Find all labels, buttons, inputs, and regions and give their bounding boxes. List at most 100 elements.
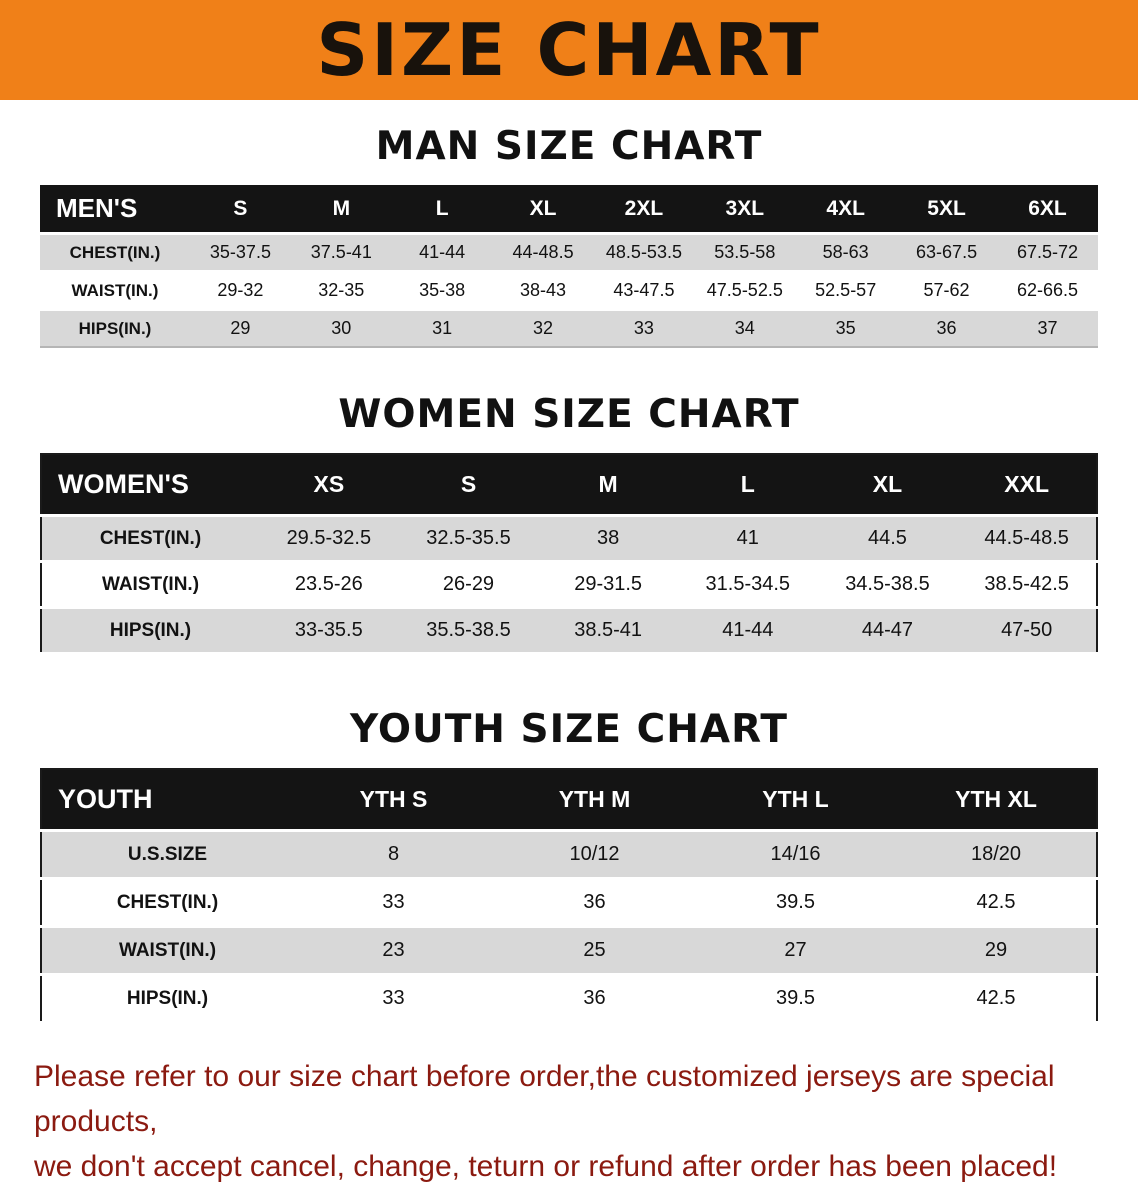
measurement-label: U.S.SIZE — [127, 843, 208, 865]
measurement-row: WAIST(IN.) 23.5-26 26-29 29-31.5 31.5-34.5 34… — [41, 562, 1097, 608]
measurement-value: 35.5-38.5 — [426, 619, 511, 641]
measurement-value: 10/12 — [569, 843, 620, 865]
size-column-header: M — [538, 454, 678, 516]
measurement-row: HIPS(IN.) 33-35.5 35.5-38.5 38.5-41 41-44 44-… — [41, 607, 1097, 654]
measurement-value: 35-38 — [419, 280, 466, 300]
measurement-value: 62-66.5 — [1016, 280, 1079, 300]
measurement-value: 35-37.5 — [209, 242, 271, 262]
size-column-header: YTH XL — [896, 769, 1097, 831]
size-column-header: S — [398, 454, 539, 516]
measurement-value: 23.5-26 — [294, 573, 363, 595]
measurement-value: 33 — [382, 891, 405, 913]
measurement-value: 26-29 — [442, 573, 495, 595]
measurement-value: 31.5-34.5 — [705, 573, 791, 595]
measurement-value: 25 — [583, 939, 606, 961]
size-column-header: YTH S — [293, 769, 494, 831]
measurement-value: 41 — [736, 527, 759, 549]
measurement-label: CHEST(IN.) — [99, 527, 202, 549]
measurement-value: 34.5-38.5 — [845, 573, 930, 595]
measurement-value: 14/16 — [770, 843, 821, 865]
measurement-value: 8 — [387, 843, 400, 865]
measurement-value: 43-47.5 — [613, 280, 675, 300]
measurement-value: 33 — [382, 987, 405, 1009]
measurement-value: 34 — [734, 318, 755, 338]
measurement-value: 44-48.5 — [512, 242, 574, 262]
measurement-label: HIPS(IN.) — [109, 619, 192, 641]
measurement-row: HIPS(IN.) 29 30 31 32 33 34 35 36 37 — [40, 309, 1098, 347]
measurement-value: 48.5-53.5 — [605, 242, 682, 262]
women-size-chart-section: WOMEN SIZE CHART WOMEN'S XS S M L XL XXL CHEST(… — [0, 392, 1138, 655]
measurement-value: 42.5 — [976, 891, 1016, 913]
measurement-value: 32-35 — [318, 280, 365, 300]
measurement-row: WAIST(IN.) 23 25 27 29 — [41, 926, 1097, 975]
table-header-row: MEN'S S M L XL 2XL 3XL 4XL 5XL 6XL — [40, 185, 1098, 234]
measurement-value: 47.5-52.5 — [706, 280, 783, 300]
men-size-table: MEN'S S M L XL 2XL 3XL 4XL 5XL 6XL CHEST(IN.) 35-37… — [40, 185, 1098, 348]
size-column-header: XXL — [957, 454, 1097, 516]
measurement-value: 37.5-41 — [310, 242, 372, 262]
measurement-value: 36 — [936, 318, 957, 338]
footer-notice: Please refer to our size chart before or… — [34, 1054, 1108, 1189]
measurement-value: 18/20 — [970, 843, 1022, 865]
youth-size-table: YOUTH YTH S YTH M YTH L YTH XL U.S.SIZE 8 10/12… — [40, 768, 1098, 1024]
men-section-title: MAN SIZE CHART — [375, 124, 763, 169]
measurement-value: 39.5 — [776, 987, 815, 1009]
measurement-row: WAIST(IN.) 29-32 32-35 35-38 38-43 43-47.5 47.… — [40, 272, 1098, 310]
size-column-header: S — [190, 185, 291, 234]
measurement-value: 32.5-35.5 — [426, 527, 511, 549]
measurement-value: 33-35.5 — [294, 619, 363, 641]
women-section-title: WOMEN SIZE CHART — [338, 392, 800, 437]
size-column-header: XS — [259, 454, 399, 516]
measurement-value: 63-67.5 — [916, 242, 978, 262]
measurement-value: 33 — [633, 318, 654, 338]
youth-section-title: YOUTH SIZE CHART — [350, 707, 788, 752]
size-column-header: 5XL — [896, 185, 997, 234]
women-size-table: WOMEN'S XS S M L XL XXL CHEST(IN.) 29.5-32.5 32.5… — [40, 453, 1098, 655]
measurement-value: 38.5-42.5 — [984, 573, 1069, 595]
men-size-chart-section: MAN SIZE CHART MEN'S S M L XL 2XL 3XL 4XL 5XL 6XL… — [0, 124, 1138, 348]
notice-line-2: we don't accept cancel, change, teturn o… — [34, 1150, 1058, 1183]
measurement-value: 52.5-57 — [815, 280, 877, 300]
measurement-value: 44.5-48.5 — [984, 527, 1069, 549]
measurement-value: 37 — [1037, 318, 1058, 338]
measurement-value: 30 — [331, 318, 352, 338]
measurement-row: CHEST(IN.) 29.5-32.5 32.5-35.5 38 41 44.5 44.5… — [41, 515, 1097, 562]
measurement-value: 41-44 — [419, 242, 466, 262]
table-title-cell: WOMEN'S — [41, 454, 259, 516]
notice-line-1: Please refer to our size chart before or… — [34, 1060, 1055, 1138]
measurement-value: 36 — [583, 987, 606, 1009]
measurement-value: 53.5-58 — [714, 242, 776, 262]
measurement-label: CHEST(IN.) — [69, 242, 161, 262]
size-column-header: L — [677, 454, 818, 516]
measurement-value: 32 — [533, 318, 554, 338]
size-column-header: 2XL — [593, 185, 695, 234]
table-header-row: YOUTH YTH S YTH M YTH L YTH XL — [41, 769, 1097, 831]
table-header-row: WOMEN'S XS S M L XL XXL — [41, 454, 1097, 516]
measurement-value: 29 — [230, 318, 251, 338]
measurement-label: HIPS(IN.) — [78, 318, 152, 338]
measurement-value: 67.5-72 — [1016, 242, 1079, 262]
banner: SIZE CHART — [0, 0, 1138, 100]
measurement-label: WAIST(IN.) — [118, 939, 217, 961]
measurement-value: 29.5-32.5 — [286, 527, 372, 549]
table-title-cell: MEN'S — [40, 185, 190, 234]
measurement-label: HIPS(IN.) — [126, 987, 209, 1009]
size-column-header: 4XL — [795, 185, 897, 234]
size-column-header: YTH L — [695, 769, 896, 831]
measurement-value: 41-44 — [722, 619, 774, 641]
measurement-value: 39.5 — [776, 891, 815, 913]
measurement-value: 57-62 — [923, 280, 970, 300]
size-column-header: YTH M — [494, 769, 695, 831]
measurement-value: 42.5 — [976, 987, 1016, 1009]
size-column-header: M — [290, 185, 392, 234]
measurement-value: 27 — [784, 939, 807, 961]
measurement-value: 38.5-41 — [574, 619, 643, 641]
measurement-row: U.S.SIZE 8 10/12 14/16 18/20 — [41, 830, 1097, 879]
measurement-value: 47-50 — [1001, 619, 1053, 641]
measurement-value: 38-43 — [520, 280, 567, 300]
size-column-header: L — [391, 185, 493, 234]
measurement-value: 44-47 — [861, 619, 914, 641]
size-column-header: XL — [817, 454, 958, 516]
measurement-value: 29 — [984, 939, 1008, 961]
